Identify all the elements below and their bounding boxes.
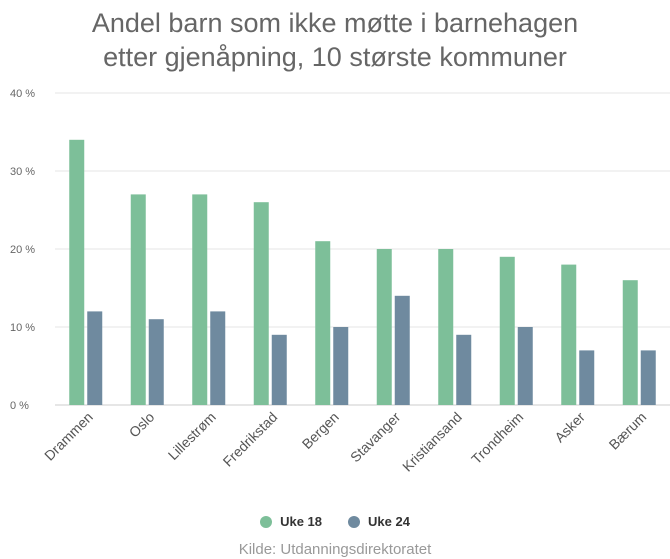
x-tick-label: Bærum [606, 409, 650, 453]
bar-uke-18 [438, 249, 454, 405]
legend-label-uke-18: Uke 18 [280, 514, 322, 529]
x-tick-label: Trondheim [468, 409, 526, 467]
legend-swatch-uke-18 [260, 515, 273, 528]
x-tick-label: Drammen [41, 409, 96, 464]
x-tick-label: Fredrikstad [220, 409, 281, 470]
bar-uke-24 [517, 327, 533, 405]
bar-uke-18 [192, 194, 208, 405]
bar-uke-18 [130, 194, 146, 405]
bar-uke-24 [579, 350, 595, 405]
chart-title-line-2: etter gjenåpning, 10 største kommuner [103, 42, 567, 72]
legend-item-uke-24[interactable]: Uke 24 [348, 514, 410, 529]
x-tick-label: Kristiansand [399, 409, 465, 475]
bar-uke-18 [253, 202, 269, 405]
x-tick-label: Stavanger [347, 409, 404, 466]
bar-uke-24 [333, 327, 349, 405]
bar-uke-18 [561, 264, 577, 405]
bar-uke-24 [148, 319, 164, 405]
bar-uke-18 [315, 241, 331, 405]
source-credit: Kilde: Utdanningsdirektoratet [238, 541, 432, 558]
chart-title: Andel barn som ikke møtte i barnehagen e… [0, 6, 670, 74]
bar-uke-18 [499, 256, 515, 405]
bar-uke-18 [376, 249, 392, 405]
bar-uke-24 [210, 311, 226, 405]
bar-uke-24 [87, 311, 103, 405]
bar-uke-24 [394, 295, 410, 405]
bar-uke-24 [456, 334, 472, 405]
x-tick-label: Lillestrøm [165, 409, 219, 463]
y-tick-label: 40 % [10, 88, 35, 100]
bar-uke-24 [640, 350, 656, 405]
legend-swatch-uke-24 [348, 515, 360, 528]
bar-uke-18 [69, 139, 85, 406]
y-tick-label: 10 % [10, 322, 35, 334]
x-tick-label: Oslo [126, 409, 158, 441]
legend: Uke 18 Uke 24 [0, 514, 670, 529]
y-tick-label: 0 % [10, 400, 29, 412]
bar-uke-24 [271, 334, 287, 405]
legend-item-uke-18[interactable]: Uke 18 [260, 514, 322, 529]
x-tick-label: Asker [551, 409, 588, 446]
bar-uke-18 [622, 280, 638, 405]
chart-title-line-1: Andel barn som ikke møtte i barnehagen [91, 8, 579, 38]
x-tick-label: Bergen [299, 409, 342, 452]
legend-label-uke-24: Uke 24 [368, 514, 410, 529]
y-tick-label: 30 % [10, 166, 35, 178]
bar-chart: 0 % 10 % 20 % 30 % 40 % Drammen Oslo Lillestrøm… [10, 88, 670, 475]
y-tick-label: 20 % [10, 244, 35, 256]
